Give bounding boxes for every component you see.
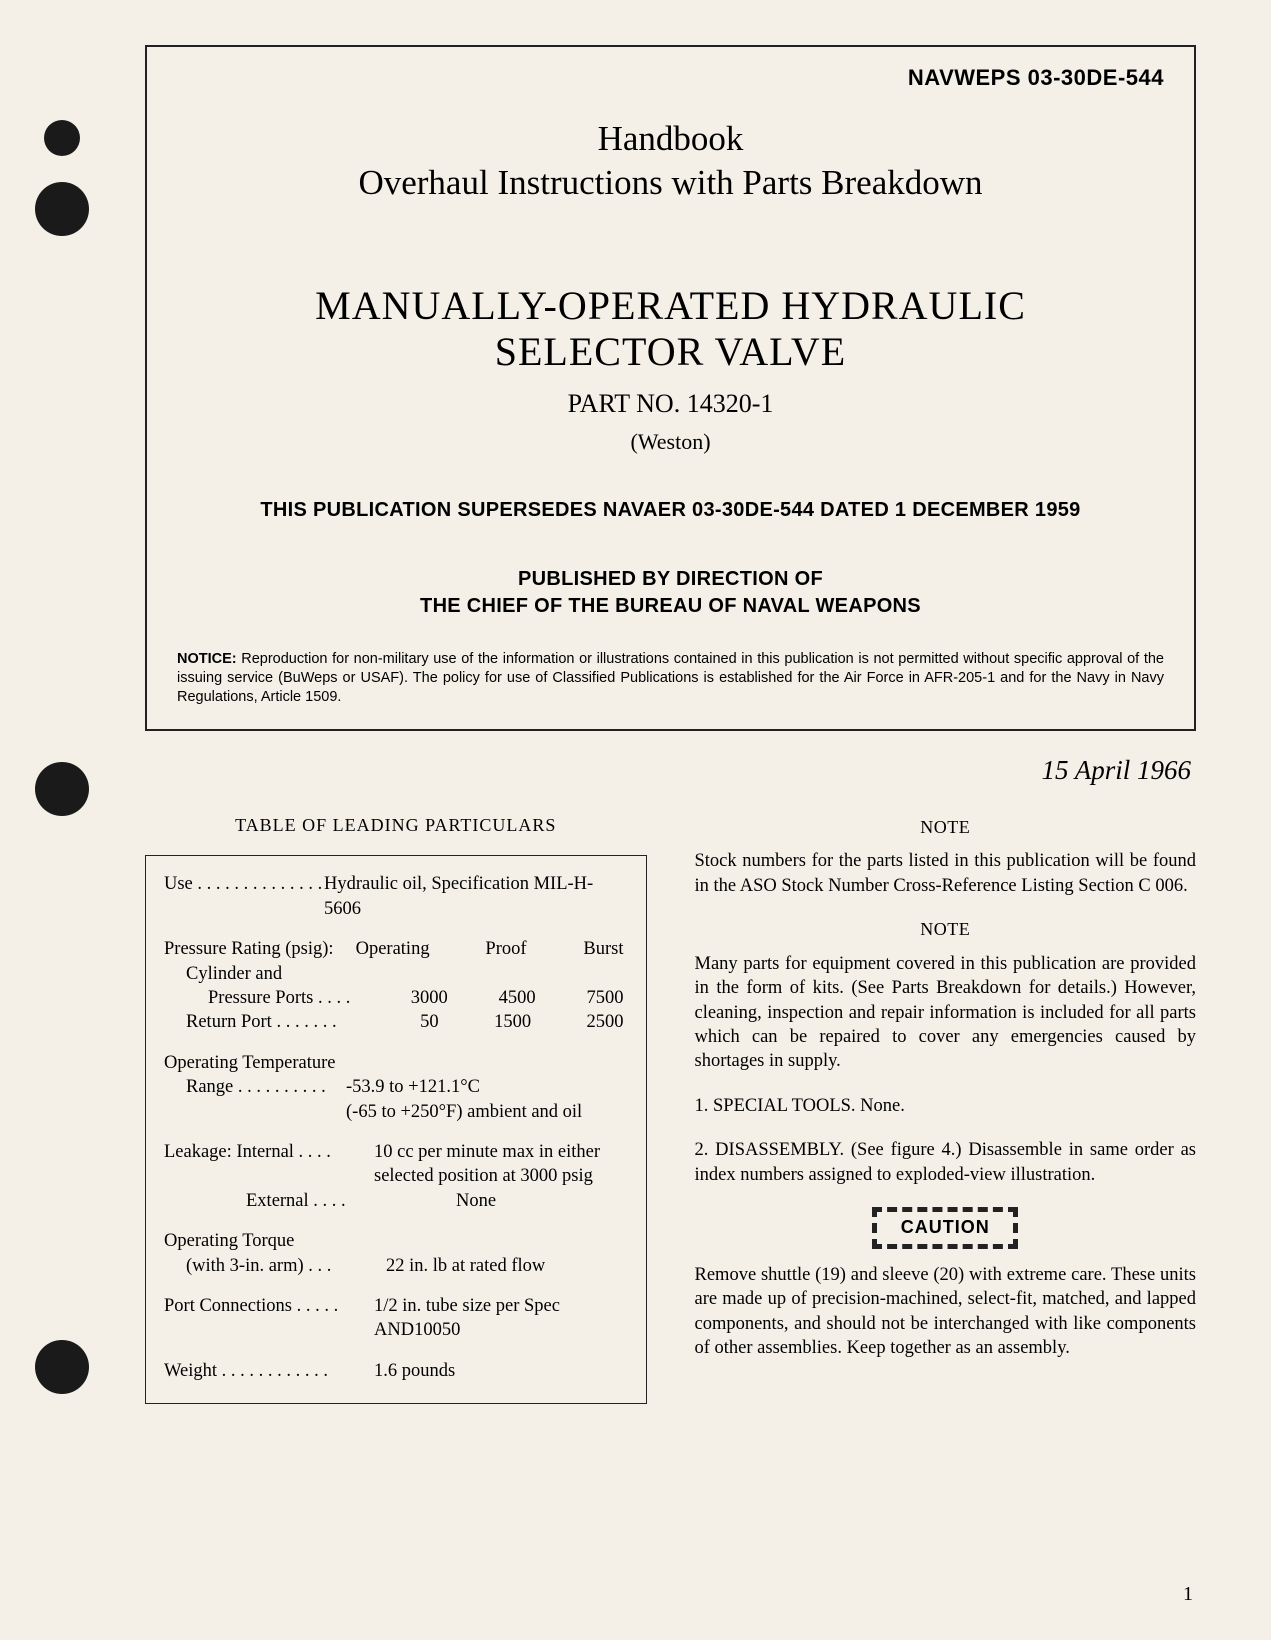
val-burst-2: 2500 [535, 1010, 627, 1034]
pressure-row-1: Pressure Ports . . . . 3000 4500 7500 [164, 986, 628, 1010]
leak-internal-value: 10 cc per minute max in either selected … [374, 1140, 628, 1189]
ports-label: Port Connections . . . . . [164, 1294, 374, 1343]
caution-box: CAUTION [872, 1207, 1018, 1249]
temp-value-1: -53.9 to +121.1°C [346, 1077, 480, 1097]
temp-label: Operating Temperature [164, 1051, 628, 1075]
val-op-1: 3000 [364, 986, 452, 1010]
pressure-label: Pressure Rating (psig): [164, 937, 337, 961]
published-by: PUBLISHED BY DIRECTION OF THE CHIEF OF T… [177, 566, 1164, 620]
supersedes-line: THIS PUBLICATION SUPERSEDES NAVAER 03-30… [177, 499, 1164, 522]
title-line-2: SELECTOR VALVE [495, 329, 846, 374]
val-proof-2: 1500 [443, 1010, 535, 1034]
document-id: NAVWEPS 03-30DE-544 [177, 65, 1164, 91]
temp-range-label: Range . . . . . . . . . . [164, 1075, 346, 1124]
note-2: Many parts for equipment covered in this… [695, 952, 1197, 1074]
use-row: Use . . . . . . . . . . . . . . Hydrauli… [164, 872, 628, 921]
return-port-label: Return Port . . . . . . . [164, 1010, 350, 1034]
ports-row: Port Connections . . . . . 1/2 in. tube … [164, 1294, 628, 1343]
punch-hole-icon [35, 182, 89, 236]
page-number: 1 [1183, 1583, 1193, 1606]
leak-external-value: None [456, 1189, 628, 1213]
leak-external-label: External . . . . [164, 1189, 456, 1213]
publication-date: 15 April 1966 [145, 755, 1196, 786]
use-value: Hydraulic oil, Specification MIL-H-5606 [324, 872, 628, 921]
manufacturer: (Weston) [177, 429, 1164, 455]
pressure-section: Pressure Rating (psig): Operating Proof … [164, 937, 628, 1035]
col-operating: Operating [337, 937, 434, 961]
torque-value: 22 in. lb at rated flow [386, 1254, 628, 1278]
weight-value: 1.6 pounds [374, 1359, 628, 1383]
subtitle: Overhaul Instructions with Parts Breakdo… [177, 163, 1164, 203]
punch-hole-icon [44, 120, 80, 156]
notice-text: NOTICE: Reproduction for non-military us… [177, 650, 1164, 707]
note-1: Stock numbers for the parts listed in th… [695, 849, 1197, 898]
left-column: TABLE OF LEADING PARTICULARS Use . . . .… [145, 814, 647, 1405]
punch-hole-icon [35, 1340, 89, 1394]
body-columns: TABLE OF LEADING PARTICULARS Use . . . .… [145, 814, 1196, 1405]
col-proof: Proof [434, 937, 531, 961]
main-title: MANUALLY-OPERATED HYDRAULIC SELECTOR VAL… [177, 283, 1164, 375]
punch-hole-icon [35, 762, 89, 816]
particulars-title: TABLE OF LEADING PARTICULARS [145, 814, 647, 838]
notice-label: NOTICE: [177, 651, 237, 667]
published-line-1: PUBLISHED BY DIRECTION OF [518, 568, 823, 590]
temp-section: Operating Temperature Range . . . . . . … [164, 1051, 628, 1124]
notice-body: Reproduction for non-military use of the… [177, 651, 1164, 705]
val-proof-1: 4500 [452, 986, 540, 1010]
pressure-row-2: Return Port . . . . . . . 50 1500 2500 [164, 1010, 628, 1034]
part-number: PART NO. 14320-1 [177, 389, 1164, 419]
torque-label: Operating Torque [164, 1229, 628, 1253]
particulars-box: Use . . . . . . . . . . . . . . Hydrauli… [145, 855, 647, 1404]
leak-internal-label: Leakage: Internal . . . . [164, 1140, 374, 1189]
page: NAVWEPS 03-30DE-544 Handbook Overhaul In… [0, 0, 1271, 1640]
use-label: Use . . . . . . . . . . . . . . [164, 872, 324, 921]
series-title: Handbook [177, 119, 1164, 159]
note-header-1: NOTE [695, 816, 1197, 840]
temp-values: -53.9 to +121.1°C (-65 to +250°F) ambien… [346, 1075, 628, 1124]
title-box: NAVWEPS 03-30DE-544 Handbook Overhaul In… [145, 45, 1196, 731]
ports-value: 1/2 in. tube size per Spec AND10050 [374, 1294, 628, 1343]
para-special-tools: 1. SPECIAL TOOLS. None. [695, 1094, 1197, 1118]
published-line-2: THE CHIEF OF THE BUREAU OF NAVAL WEAPONS [420, 595, 921, 617]
temp-value-2: (-65 to +250°F) ambient and oil [346, 1102, 582, 1122]
note-header-2: NOTE [695, 918, 1197, 942]
torque-sub-label: (with 3-in. arm) . . . [164, 1254, 386, 1278]
weight-label: Weight . . . . . . . . . . . . [164, 1359, 374, 1383]
val-op-2: 50 [350, 1010, 442, 1034]
pressure-ports-label: Pressure Ports . . . . [164, 986, 364, 1010]
weight-row: Weight . . . . . . . . . . . . 1.6 pound… [164, 1359, 628, 1383]
pressure-sub1: Cylinder and [164, 962, 628, 986]
torque-section: Operating Torque (with 3-in. arm) . . . … [164, 1229, 628, 1278]
leakage-section: Leakage: Internal . . . . 10 cc per minu… [164, 1140, 628, 1213]
col-burst: Burst [531, 937, 628, 961]
para-disassembly: 2. DISASSEMBLY. (See figure 4.) Disassem… [695, 1138, 1197, 1187]
caution-text: Remove shuttle (19) and sleeve (20) with… [695, 1263, 1197, 1361]
right-column: NOTE Stock numbers for the parts listed … [695, 814, 1197, 1405]
title-line-1: MANUALLY-OPERATED HYDRAULIC [315, 283, 1026, 328]
pressure-header: Pressure Rating (psig): Operating Proof … [164, 937, 628, 961]
val-burst-1: 7500 [540, 986, 628, 1010]
